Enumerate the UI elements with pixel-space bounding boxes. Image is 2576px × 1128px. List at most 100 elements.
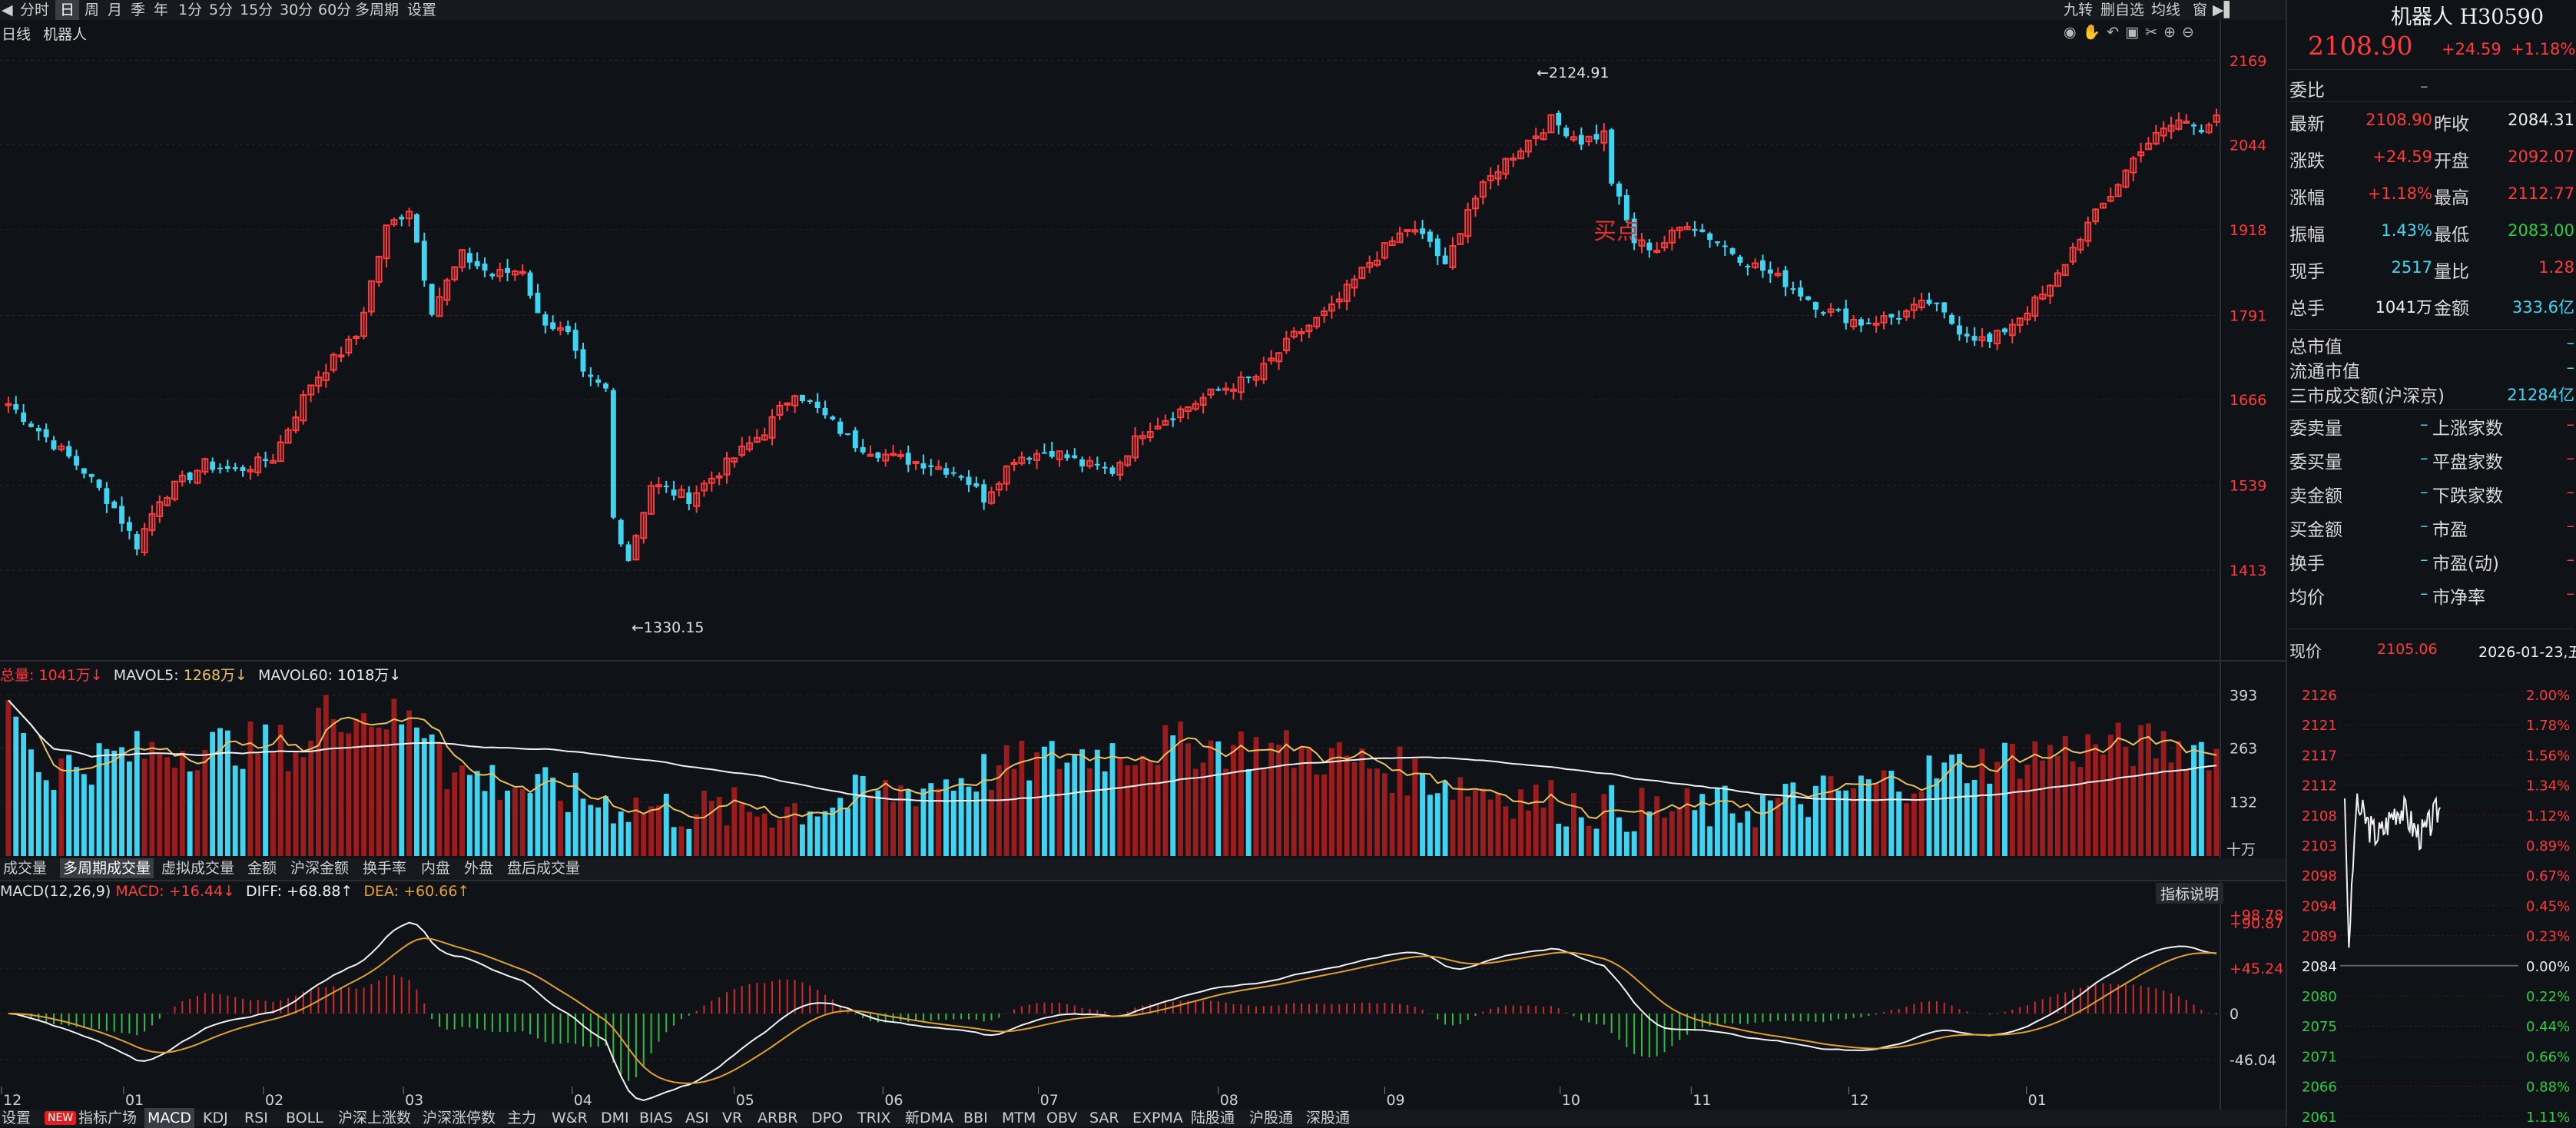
indicator-vr[interactable]: VR: [722, 1110, 743, 1126]
candle-body-up: [1396, 232, 1404, 244]
indicator-rsi[interactable]: RSI: [244, 1110, 268, 1126]
indicator-dpo[interactable]: DPO: [811, 1110, 844, 1126]
indicator-macd[interactable]: MACD: [144, 1108, 194, 1128]
period-tab-quarter[interactable]: 季: [131, 2, 146, 18]
candle-body-down: [671, 489, 677, 496]
vol-tab-volume[interactable]: 成交量: [3, 860, 48, 877]
remove-watchlist-button[interactable]: 删自选: [2100, 2, 2145, 18]
kline-chart[interactable]: 2169 2044 1918 1791 1666 1539 1413 393 263 132 十万 +…: [0, 0, 2286, 1126]
indicator-trix[interactable]: TRIX: [857, 1110, 891, 1126]
vol-tab-amount[interactable]: 金额: [247, 860, 277, 877]
vol-tab-outer[interactable]: 外盘: [464, 860, 494, 877]
indicator-sh-connect[interactable]: 沪股通: [1249, 1110, 1294, 1126]
window-button[interactable]: 窗: [2193, 2, 2208, 18]
volume-bar: [920, 788, 927, 856]
volume-bar: [1873, 784, 1879, 856]
period-tab-day[interactable]: 日: [55, 0, 80, 20]
indicator-dmi[interactable]: DMI: [601, 1110, 629, 1126]
intraday-chart[interactable]: 2126 2.00% 2121 1.78% 2117 1.56% 2112 1.34% 2108…: [2288, 669, 2576, 1126]
indicator-wr[interactable]: W&R: [552, 1110, 588, 1126]
indicator-sz-connect[interactable]: 深股通: [1306, 1110, 1351, 1126]
indicator-new-dma[interactable]: 新DMA: [905, 1110, 954, 1126]
volume-bar: [1662, 818, 1667, 856]
period-tab-15min[interactable]: 15分: [240, 2, 274, 18]
zoom-in-icon[interactable]: ⊕: [2163, 24, 2182, 41]
low-annotation: ←1330.15: [632, 619, 705, 636]
candle-body-down: [1805, 296, 1812, 300]
volume-bar: [950, 791, 956, 856]
candle-body-down: [1616, 183, 1622, 197]
period-tab-60min[interactable]: 60分: [318, 2, 352, 18]
volume-bar: [1079, 749, 1086, 856]
volume-bar: [1782, 784, 1789, 856]
period-tab-1min[interactable]: 1分: [178, 2, 203, 18]
indicator-settings[interactable]: 设置: [2, 1110, 31, 1126]
candle-body-up: [935, 466, 943, 470]
jiuzhuan-button[interactable]: 九转: [2064, 2, 2094, 18]
indicator-explain-button[interactable]: 指标说明: [2156, 883, 2224, 904]
candle-body-down: [905, 453, 911, 465]
zoom-out-icon[interactable]: ⊖: [2181, 24, 2200, 41]
vol-tab-hs-amount[interactable]: 沪深金额: [290, 860, 350, 877]
vol-tab-after-hours[interactable]: 盘后成交量: [507, 860, 581, 877]
volume-bar: [2153, 758, 2159, 856]
moving-average-button[interactable]: 均线: [2151, 2, 2181, 18]
indicator-main-force[interactable]: 主力: [507, 1110, 537, 1126]
scissors-icon[interactable]: ✂: [2145, 24, 2164, 41]
indicator-northbound[interactable]: 陆股通: [1191, 1110, 1235, 1126]
intraday-pct-label: 1.11%: [2526, 1110, 2570, 1126]
vol-tab-virtual[interactable]: 虚拟成交量: [161, 860, 235, 877]
indicator-bias[interactable]: BIAS: [639, 1110, 673, 1126]
back-icon[interactable]: ◀: [2, 2, 13, 18]
indicator-asi[interactable]: ASI: [685, 1110, 709, 1126]
candle-body-up: [360, 311, 367, 337]
candle-body-down: [43, 429, 49, 438]
volume-bar: [1503, 806, 1509, 856]
volume-bar: [2077, 767, 2084, 856]
indicator-obv[interactable]: OBV: [1046, 1110, 1078, 1126]
candle-body-up: [1449, 245, 1457, 268]
book-value: –: [2420, 449, 2428, 467]
period-tab-5min[interactable]: 5分: [209, 2, 234, 18]
hand-icon[interactable]: ✋: [2082, 24, 2107, 41]
vol-tab-turnover[interactable]: 换手率: [363, 860, 407, 877]
indicator-arbr[interactable]: ARBR: [758, 1110, 798, 1126]
indicator-mtm[interactable]: MTM: [1002, 1110, 1036, 1126]
indicator-sar[interactable]: SAR: [1089, 1110, 1119, 1126]
volume-bar: [1578, 817, 1584, 856]
volume-bar: [202, 749, 208, 856]
period-tab-minute[interactable]: 分时: [20, 2, 50, 18]
period-tab-30min[interactable]: 30分: [280, 2, 313, 18]
period-tab-multi[interactable]: 多周期: [355, 2, 399, 18]
volume-bar: [686, 828, 692, 856]
volume-bar: [1109, 743, 1116, 856]
vol-tab-inner[interactable]: 内盘: [421, 860, 451, 877]
period-tab-month[interactable]: 月: [108, 2, 123, 18]
volume-bar: [141, 758, 148, 856]
undo-icon[interactable]: ↶: [2107, 24, 2126, 41]
candle-body-up: [715, 475, 723, 479]
period-tab-week[interactable]: 周: [85, 2, 100, 18]
vol-tab-multi-period[interactable]: 多周期成交量: [60, 858, 154, 878]
month-label: 02: [265, 1092, 283, 1109]
period-tab-year[interactable]: 年: [154, 2, 169, 18]
indicator-expma[interactable]: EXPMA: [1132, 1110, 1183, 1126]
indicator-hs-limit-up[interactable]: 沪深涨停数: [423, 1110, 496, 1126]
volume-bar: [701, 791, 707, 856]
indicator-plaza[interactable]: 指标广场: [78, 1110, 138, 1126]
volume-bar: [1699, 794, 1706, 856]
indicator-bbi[interactable]: BBI: [963, 1110, 988, 1126]
indicator-hs-up-count[interactable]: 沪深上涨数: [338, 1110, 412, 1126]
eye-icon[interactable]: ◉: [2064, 24, 2083, 41]
indicator-boll[interactable]: BOLL: [286, 1110, 323, 1126]
candle-body-up: [1146, 431, 1154, 439]
indicator-kdj[interactable]: KDJ: [203, 1110, 228, 1126]
volume-bar: [330, 718, 337, 856]
forward-icon[interactable]: ▶▌: [2213, 2, 2236, 18]
settings-button[interactable]: 设置: [407, 2, 437, 18]
volume-header: 总量: 1041万↓ MAVOL5: 1268万↓ MAVOL60: 1018万…: [0, 667, 402, 684]
candle-body-down: [663, 486, 669, 488]
candle-body-down: [1707, 233, 1713, 241]
lock-icon[interactable]: ▣: [2125, 24, 2146, 41]
volume-bar: [761, 813, 767, 856]
